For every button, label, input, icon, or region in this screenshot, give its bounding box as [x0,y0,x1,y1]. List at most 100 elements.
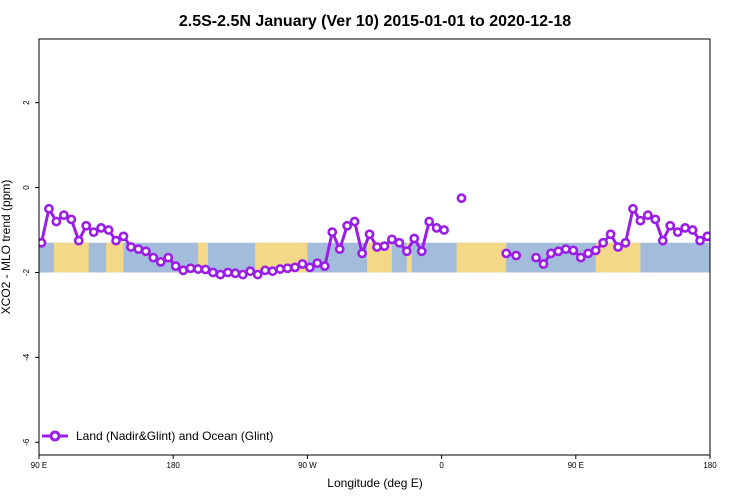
data-point [680,222,691,233]
data-point [672,227,683,238]
data-point [424,216,435,227]
data-point [200,264,211,275]
data-point [357,248,367,259]
data-point [560,244,571,255]
data-point [312,258,323,269]
legend-label: Land (Nadir&Glint) and Ocean (Glint) [76,429,273,443]
data-point [290,262,300,273]
data-point [501,248,512,259]
data-point [726,248,733,255]
y-tick-label: -4 [22,353,31,361]
data-point [252,269,263,280]
data-point [650,214,661,225]
data-point [297,259,308,269]
y-tick-label: 0 [22,185,31,190]
chart-title: 2.5S-2.5N January (Ver 10) 2015-01-01 to… [179,13,571,30]
data-point [111,235,121,246]
data-point [394,237,405,248]
land-band-segment [456,242,507,273]
data-point [575,252,586,263]
x-tick-label: 180 [167,461,181,470]
data-point [51,216,62,227]
data-point [635,215,646,226]
data-point [163,252,174,263]
data-point [39,237,47,248]
data-point [568,245,579,256]
data-point [349,216,360,227]
land-band-segment [106,242,124,273]
data-point [118,231,129,242]
y-tick-label: -6 [22,438,31,446]
x-tick-label: 0 [439,461,444,470]
data-point [148,252,159,263]
data-point [734,254,741,261]
land-band-segment [53,242,89,273]
data-point [379,241,390,252]
data-point [605,229,616,240]
legend-marker-swatch [49,430,61,442]
data-point [439,225,449,235]
data-point [208,267,218,278]
x-axis: 90 E 180 90 W 0 90 E 180 [31,455,717,470]
data-point [245,266,256,277]
y-axis-label: XCO2 - MLO trend (ppm) [0,180,13,315]
data-point [334,244,345,255]
data-point [628,203,638,214]
data-point [58,210,69,221]
data-point [538,259,549,269]
data-point [695,235,705,246]
data-point [642,210,653,221]
data-point [237,269,248,280]
y-tick-label: -2 [22,268,31,276]
data-point [178,265,189,276]
data-point [741,258,748,265]
data-point [372,242,382,252]
data-point [553,246,564,257]
x-tick-label: 180 [703,461,717,470]
data-point [275,264,285,274]
data-point [546,248,556,259]
data-point [155,256,166,267]
data-point [185,263,196,274]
data-point [133,244,144,255]
data-point [531,252,541,263]
data-point [170,261,181,272]
data-point [401,246,412,257]
x-tick-label: 90 E [31,461,47,470]
data-point [711,243,718,250]
data-point [342,220,353,231]
data-point [103,225,114,235]
y-axis: 2 0 -2 -4 -6 [22,100,39,446]
data-point [66,214,77,225]
data-point [230,268,241,279]
x-tick-label: 90 W [298,461,317,470]
data-point [665,220,676,231]
data-point [511,250,522,261]
data-point [267,266,278,277]
data-point [386,234,397,245]
x-axis-label: Longitude (deg E) [327,476,422,490]
data-point [327,227,338,238]
data-point [215,269,226,280]
data-point [583,248,594,259]
data-point [319,261,330,272]
data-point [702,231,710,242]
data-point [140,246,151,257]
y-tick-label: 2 [22,100,31,105]
plot-frame [38,38,711,456]
data-point [719,246,726,253]
series-layer [39,193,748,280]
data-point [73,235,84,246]
series-line [706,235,710,243]
data-point [304,262,315,273]
data-point [81,220,92,231]
land-band-segment [406,242,412,273]
data-point [620,237,631,248]
land-band-segment [198,242,208,273]
data-point [96,222,107,233]
data-point [126,242,136,252]
data-point [456,193,467,204]
data-point [590,245,601,256]
data-point [598,237,609,248]
